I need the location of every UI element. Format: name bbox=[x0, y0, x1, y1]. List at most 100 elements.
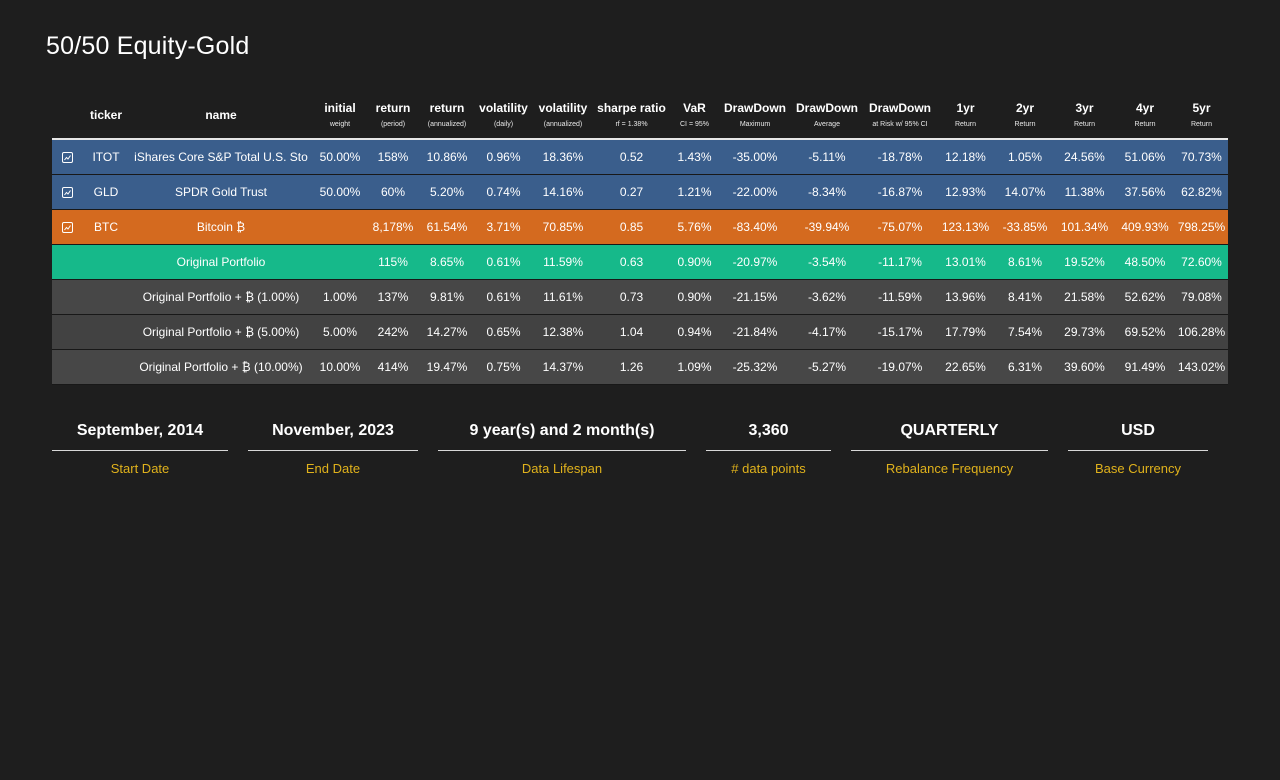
name-cell: Original Portfolio bbox=[130, 244, 312, 280]
vol-daily-cell: 0.65% bbox=[476, 314, 531, 350]
header-ticker[interactable]: ticker bbox=[82, 92, 130, 140]
sharpe-cell: 0.52 bbox=[595, 139, 668, 175]
r3-cell: 24.56% bbox=[1054, 139, 1115, 175]
header-drawdown-avg[interactable]: DrawDown Average bbox=[789, 92, 865, 140]
ret-period-cell: 115% bbox=[368, 244, 418, 280]
var-cell: 0.90% bbox=[668, 244, 721, 280]
table-row[interactable]: BTC Bitcoin ₿ 8,178% 61.54% 3.71% 70.85% 0.85 5… bbox=[52, 209, 1228, 245]
header-return-period[interactable]: return (period) bbox=[368, 92, 418, 140]
table-row[interactable]: GLD SPDR Gold Trust 50.00% 60% 5.20% 0.74% 14.… bbox=[52, 174, 1228, 210]
base-currency-label: Base Currency bbox=[1095, 461, 1181, 476]
data-lifespan-divider bbox=[438, 450, 686, 451]
info-rebalance-frequency: QUARTERLY Rebalance Frequency bbox=[851, 420, 1048, 476]
ticker-cell: ITOT bbox=[82, 139, 130, 175]
row-icon-cell[interactable] bbox=[52, 139, 82, 175]
r4-cell: 52.62% bbox=[1115, 279, 1175, 315]
dd-risk-cell: -11.17% bbox=[865, 244, 935, 280]
r4-cell: 409.93% bbox=[1115, 209, 1175, 245]
r4-cell: 48.50% bbox=[1115, 244, 1175, 280]
r4-cell: 37.56% bbox=[1115, 174, 1175, 210]
dd-max-cell: -35.00% bbox=[721, 139, 789, 175]
header-drawdown-max[interactable]: DrawDown Maximum bbox=[721, 92, 789, 140]
end-date-divider bbox=[248, 450, 418, 451]
header-5yr[interactable]: 5yr Return bbox=[1175, 92, 1228, 140]
r3-cell: 29.73% bbox=[1054, 314, 1115, 350]
ret-period-cell: 242% bbox=[368, 314, 418, 350]
var-cell: 0.94% bbox=[668, 314, 721, 350]
line-chart-icon[interactable] bbox=[61, 152, 73, 164]
header-2yr[interactable]: 2yr Return bbox=[996, 92, 1054, 140]
r4-cell: 91.49% bbox=[1115, 349, 1175, 385]
row-icon-cell[interactable] bbox=[52, 174, 82, 210]
sharpe-cell: 1.26 bbox=[595, 349, 668, 385]
data-points-value: 3,360 bbox=[748, 422, 789, 439]
vol-daily-cell: 0.75% bbox=[476, 349, 531, 385]
data-points-label: # data points bbox=[731, 461, 806, 476]
sharpe-cell: 0.63 bbox=[595, 244, 668, 280]
dd-risk-cell: -11.59% bbox=[865, 279, 935, 315]
header-volatility-annualized[interactable]: volatility (annualized) bbox=[531, 92, 595, 140]
row-icon-cell[interactable] bbox=[52, 209, 82, 245]
weight-cell: 50.00% bbox=[312, 139, 368, 175]
name-cell: Original Portfolio + ₿ (5.00%) bbox=[130, 314, 312, 350]
header-var[interactable]: VaR CI = 95% bbox=[668, 92, 721, 140]
vol-ann-cell: 14.16% bbox=[531, 174, 595, 210]
header-sharpe-ratio[interactable]: sharpe ratio rf = 1.38% bbox=[595, 92, 668, 140]
ret-ann-cell: 14.27% bbox=[418, 314, 476, 350]
data-lifespan-value: 9 year(s) and 2 month(s) bbox=[469, 422, 655, 439]
vol-ann-cell: 11.61% bbox=[531, 279, 595, 315]
line-chart-icon[interactable] bbox=[61, 222, 73, 234]
dd-risk-cell: -75.07% bbox=[865, 209, 935, 245]
table-row[interactable]: Original Portfolio + ₿ (10.00%) 10.00% 414… bbox=[52, 349, 1228, 385]
header-initial-weight[interactable]: initial weight bbox=[312, 92, 368, 140]
rebalance-frequency-divider bbox=[851, 450, 1048, 451]
ret-ann-cell: 9.81% bbox=[418, 279, 476, 315]
data-lifespan-label: Data Lifespan bbox=[521, 461, 603, 476]
r3-cell: 21.58% bbox=[1054, 279, 1115, 315]
info-data-lifespan: 9 year(s) and 2 month(s) Data Lifespan bbox=[438, 420, 686, 476]
r4-cell: 69.52% bbox=[1115, 314, 1175, 350]
ret-period-cell: 158% bbox=[368, 139, 418, 175]
info-base-currency: USD Base Currency bbox=[1068, 420, 1208, 476]
line-chart-icon[interactable] bbox=[61, 187, 73, 199]
dd-avg-cell: -39.94% bbox=[789, 209, 865, 245]
dd-avg-cell: -3.54% bbox=[789, 244, 865, 280]
r4-cell: 51.06% bbox=[1115, 139, 1175, 175]
row-icon-cell bbox=[52, 349, 82, 385]
var-cell: 5.76% bbox=[668, 209, 721, 245]
header-volatility-daily[interactable]: volatility (daily) bbox=[476, 92, 531, 140]
info-data-points: 3,360 # data points bbox=[706, 420, 831, 476]
header-1yr[interactable]: 1yr Return bbox=[935, 92, 996, 140]
vol-ann-cell: 12.38% bbox=[531, 314, 595, 350]
info-end-date: November, 2023 End Date bbox=[248, 420, 418, 476]
row-icon-cell bbox=[52, 314, 82, 350]
header-return-annualized[interactable]: return (annualized) bbox=[418, 92, 476, 140]
header-4yr[interactable]: 4yr Return bbox=[1115, 92, 1175, 140]
ret-ann-cell: 5.20% bbox=[418, 174, 476, 210]
ticker-cell bbox=[82, 314, 130, 350]
ticker-cell: GLD bbox=[82, 174, 130, 210]
page-title: 50/50 Equity-Gold bbox=[46, 32, 250, 60]
header-icon-col bbox=[52, 92, 82, 140]
dd-max-cell: -21.15% bbox=[721, 279, 789, 315]
table-row[interactable]: ITOT iShares Core S&P Total U.S. Sto 50.00… bbox=[52, 139, 1228, 175]
vol-daily-cell: 0.61% bbox=[476, 279, 531, 315]
end-date-value: November, 2023 bbox=[272, 422, 394, 439]
ticker-cell: BTC bbox=[82, 209, 130, 245]
vol-daily-cell: 0.96% bbox=[476, 139, 531, 175]
vol-ann-cell: 70.85% bbox=[531, 209, 595, 245]
table-row[interactable]: Original Portfolio + ₿ (1.00%) 1.00% 137% 9… bbox=[52, 279, 1228, 315]
header-name[interactable]: name bbox=[130, 92, 312, 140]
r3-cell: 11.38% bbox=[1054, 174, 1115, 210]
row-icon-cell bbox=[52, 279, 82, 315]
ret-ann-cell: 8.65% bbox=[418, 244, 476, 280]
header-drawdown-risk[interactable]: DrawDown at Risk w/ 95% CI bbox=[865, 92, 935, 140]
dd-avg-cell: -5.11% bbox=[789, 139, 865, 175]
end-date-label: End Date bbox=[305, 461, 361, 476]
start-date-divider bbox=[52, 450, 228, 451]
table-row[interactable]: Original Portfolio + ₿ (5.00%) 5.00% 242% 1… bbox=[52, 314, 1228, 350]
header-3yr[interactable]: 3yr Return bbox=[1054, 92, 1115, 140]
table-row[interactable]: Original Portfolio 115% 8.65% 0.61% 11.59% 0.… bbox=[52, 244, 1228, 280]
r5-cell: 798.25% bbox=[1175, 209, 1228, 245]
vol-daily-cell: 0.74% bbox=[476, 174, 531, 210]
